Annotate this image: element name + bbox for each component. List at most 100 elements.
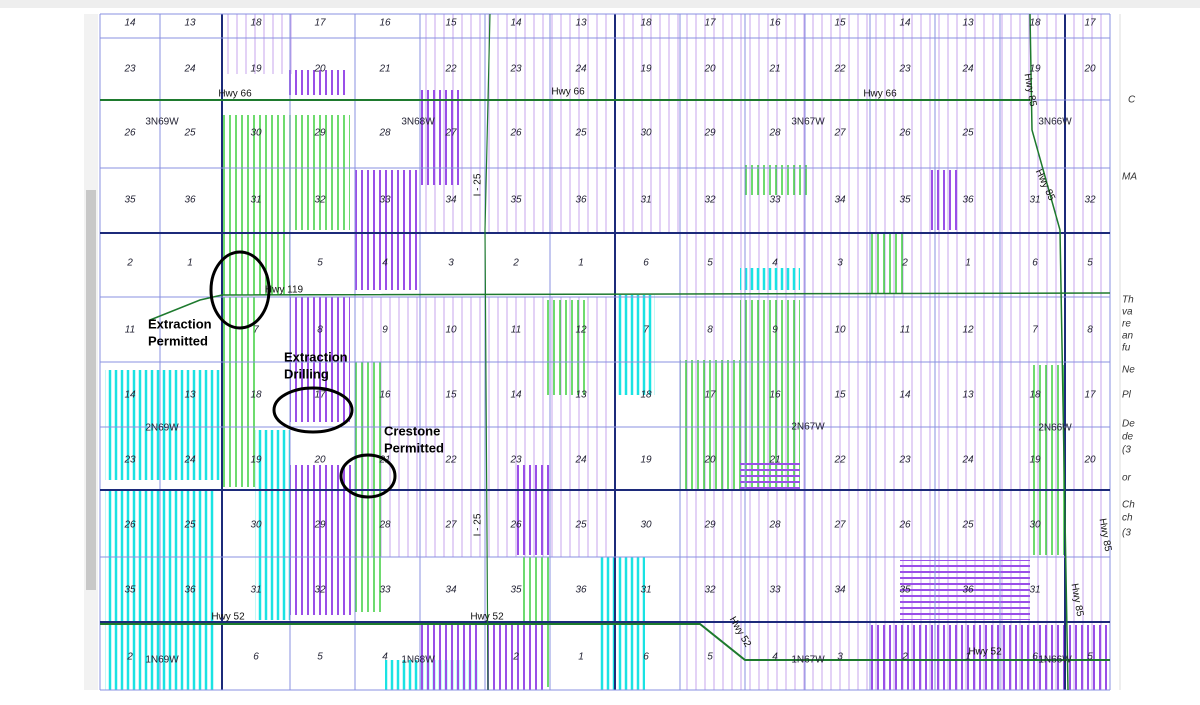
section-label: 19 — [1029, 455, 1041, 466]
well-patch — [485, 625, 545, 690]
section-label: 12 — [962, 325, 974, 336]
section-label: 36 — [184, 195, 196, 206]
section-label: 20 — [1083, 455, 1096, 466]
highway-label: Hwy 66 — [551, 87, 585, 98]
annotation-circle — [272, 386, 354, 434]
section-label: 32 — [1084, 195, 1096, 206]
township-label: 2N66W — [1038, 423, 1072, 434]
section-label: 18 — [250, 390, 262, 401]
annotation-text: Extraction — [284, 349, 348, 364]
highway-label: Hwy 119 — [265, 285, 304, 296]
section-label: 1 — [965, 258, 971, 269]
section-label: 2 — [126, 258, 133, 269]
section-label: 30 — [250, 128, 262, 139]
hwy-line — [484, 13, 491, 691]
section-label: 34 — [834, 195, 846, 206]
section-label: 18 — [1029, 18, 1041, 29]
well-patch — [740, 300, 800, 490]
township-label: 3N67W — [791, 117, 825, 128]
well-patch — [515, 465, 550, 555]
well-patch — [745, 165, 810, 195]
well-patch — [420, 90, 460, 185]
highway-label: Hwy 66 — [218, 89, 252, 100]
section-label: 2 — [512, 652, 519, 663]
section-label: 2 — [126, 652, 133, 663]
section-label: 34 — [445, 195, 457, 206]
section-label: 36 — [184, 585, 196, 596]
section-label: 25 — [183, 128, 196, 139]
section-label: 24 — [574, 64, 587, 75]
section-label: 13 — [184, 390, 196, 401]
section-label: 4 — [382, 652, 388, 663]
well-patch — [222, 115, 290, 295]
section-label: 33 — [769, 585, 781, 596]
section-label: 18 — [250, 18, 262, 29]
section-label: 35 — [899, 195, 911, 206]
well-patch — [740, 460, 800, 490]
section-label: 31 — [640, 585, 651, 596]
annotation-text: Permitted — [384, 440, 444, 455]
section-label: 35 — [510, 195, 522, 206]
section-label: 1 — [578, 652, 584, 663]
section-label: 16 — [769, 18, 781, 29]
well-patch — [615, 295, 655, 395]
section-label: 11 — [125, 325, 135, 336]
section-label: 25 — [574, 520, 587, 531]
section-label: 7 — [1032, 325, 1038, 336]
section-label: 10 — [834, 325, 846, 336]
section-label: 35 — [124, 585, 136, 596]
highway-label: Hwy 52 — [211, 612, 245, 623]
section-label: 23 — [898, 64, 911, 75]
sidebar-text: Ch — [1122, 500, 1135, 511]
section-label: 7 — [643, 325, 649, 336]
section-label: 23 — [509, 64, 522, 75]
sidebar-text: re — [1122, 319, 1131, 330]
section-label: 14 — [899, 390, 911, 401]
annotation-text: Permitted — [148, 333, 208, 348]
section-label: 31 — [1029, 585, 1040, 596]
section-label: 21 — [378, 64, 390, 75]
section-label: 36 — [575, 585, 587, 596]
section-label: 7 — [253, 325, 259, 336]
section-label: 20 — [1083, 64, 1096, 75]
section-label: 21 — [768, 455, 780, 466]
section-label: 24 — [183, 455, 196, 466]
sidebar-text: C — [1128, 95, 1136, 106]
section-label: 33 — [379, 195, 391, 206]
section-label: 23 — [898, 455, 911, 466]
section-label: 17 — [704, 18, 716, 29]
scrollbar-thumb[interactable] — [86, 190, 96, 590]
section-label: 20 — [313, 64, 326, 75]
section-label: 28 — [768, 520, 781, 531]
section-label: 22 — [444, 455, 457, 466]
section-label: 19 — [250, 64, 262, 75]
section-label: 31 — [250, 585, 261, 596]
section-label: 14 — [124, 390, 136, 401]
section-label: 29 — [703, 128, 716, 139]
sidebar-text: Th — [1122, 295, 1134, 306]
section-label: 26 — [123, 520, 136, 531]
section-label: 4 — [772, 258, 778, 269]
section-label: 1 — [965, 652, 971, 663]
section-label: 27 — [444, 128, 457, 139]
well-patch — [255, 430, 290, 620]
township-label: 1N66W — [1038, 655, 1072, 666]
well-patch — [680, 360, 740, 490]
section-label: 15 — [445, 18, 457, 29]
section-label: 22 — [833, 455, 846, 466]
sidebar-text: De — [1122, 419, 1135, 430]
well-patch — [870, 233, 905, 293]
section-label: 21 — [768, 64, 780, 75]
highway-label: Hwy 52 — [470, 612, 504, 623]
section-label: 27 — [833, 520, 846, 531]
section-label: 2 — [901, 258, 908, 269]
section-label: 23 — [123, 64, 136, 75]
section-label: 18 — [1029, 390, 1041, 401]
sidebar-text: ch — [1122, 513, 1133, 524]
sidebar-text: Ne — [1122, 365, 1135, 376]
hwy-line — [1029, 13, 1069, 691]
well-patch — [1030, 365, 1065, 555]
section-label: 28 — [378, 128, 391, 139]
highway-label: Hwy 66 — [863, 89, 897, 100]
section-label: 11 — [900, 325, 910, 336]
